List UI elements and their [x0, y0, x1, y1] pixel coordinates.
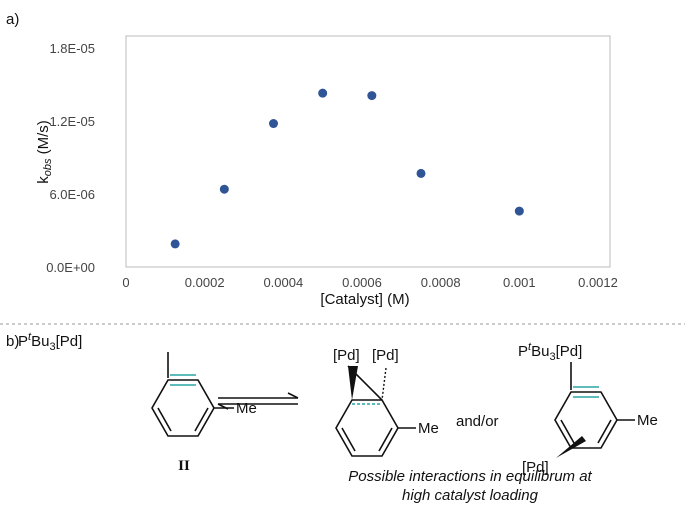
ligand: PtBu3[Pd]	[18, 331, 82, 353]
eta-complex	[554, 362, 635, 458]
y-tick-label: 1.8E-05	[49, 41, 95, 56]
connector: and/or	[456, 413, 499, 430]
equilibrium-arrows	[217, 392, 299, 410]
ligand-part: [Pd]	[56, 333, 83, 350]
substituent: Me	[418, 420, 439, 437]
x-tick-label: 0.0012	[578, 275, 618, 290]
data-point	[416, 168, 426, 178]
pd-label: [Pd]	[372, 347, 399, 364]
caption: Possible interactions in equilibrum at	[348, 468, 592, 485]
y-label-part: (M/s)	[35, 120, 52, 158]
data-point	[367, 91, 377, 101]
pd-label: [Pd]	[333, 347, 360, 364]
x-tick-label: 0.0006	[342, 275, 382, 290]
ligand-part: P	[18, 333, 28, 350]
ligand-part: P	[518, 343, 528, 360]
x-tick-label: 0.001	[503, 275, 536, 290]
x-tick-label: 0.0008	[421, 275, 461, 290]
ligand-part: [Pd]	[556, 343, 583, 360]
ligand-sup: t	[28, 331, 32, 343]
data-point	[170, 239, 180, 249]
panel-label: b)	[6, 333, 19, 350]
plot-frame	[125, 35, 611, 268]
data-point	[269, 119, 278, 129]
substituent: Me	[637, 412, 658, 429]
ligand-part: Bu	[31, 333, 49, 350]
y-label-part: k	[35, 176, 52, 184]
data-point	[219, 184, 229, 194]
y-tick-label: 0.0E+00	[46, 260, 95, 275]
pd-label: [Pd]	[522, 459, 549, 476]
benzyne-drawing	[151, 352, 234, 437]
y-axis-label: kobs (M/s)	[35, 120, 54, 184]
ligand: PtBu3[Pd]	[518, 341, 582, 363]
ligand-sub: 3	[549, 351, 555, 363]
ligand-part: Bu	[531, 343, 549, 360]
y-tick-label: 1.2E-05	[49, 114, 95, 129]
panel-label: a)	[6, 11, 19, 28]
data-point	[318, 88, 328, 98]
x-tick-label: 0.0002	[185, 275, 225, 290]
ligand-sub: 3	[49, 341, 55, 353]
compound-label: II	[178, 458, 190, 474]
bridged-complex	[335, 365, 416, 457]
substituent: Me	[236, 400, 257, 417]
y-tick-label: 6.0E-06	[49, 187, 95, 202]
data-point	[514, 206, 524, 216]
y-label-sub: obs	[42, 158, 54, 176]
caption: high catalyst loading	[402, 487, 539, 504]
x-tick-label: 0	[122, 275, 129, 290]
x-tick-label: 0.0004	[263, 275, 303, 290]
x-axis-label: [Catalyst] (M)	[320, 291, 409, 308]
ligand-sup: t	[528, 341, 532, 353]
